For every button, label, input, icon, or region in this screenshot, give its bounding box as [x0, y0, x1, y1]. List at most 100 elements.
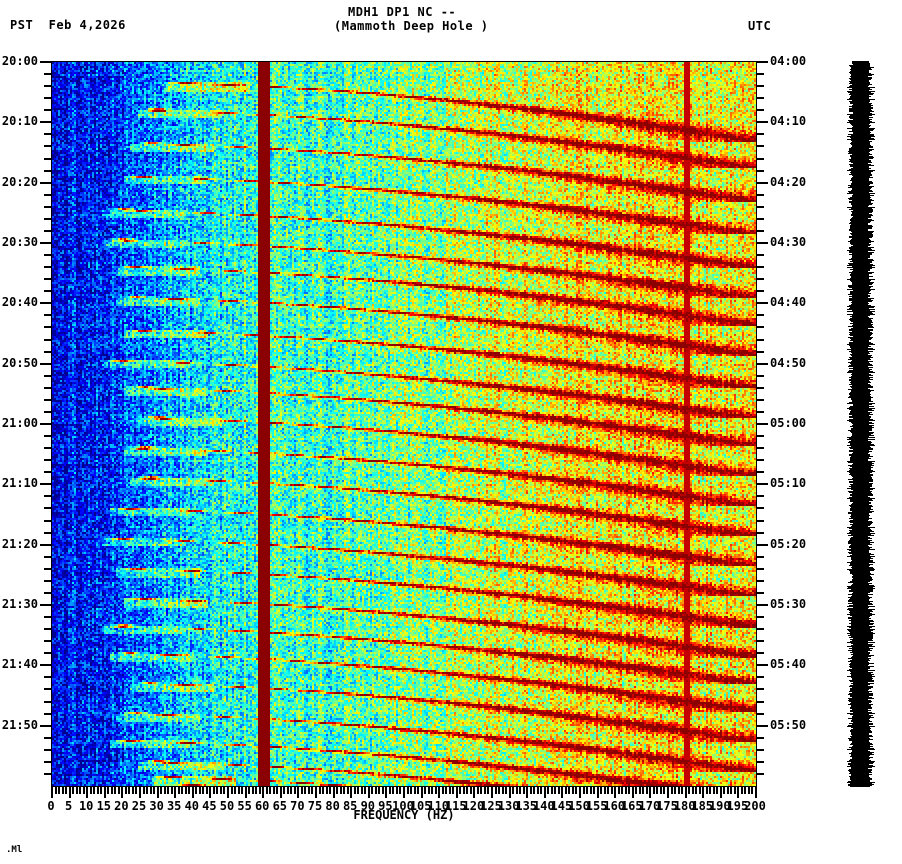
time-label-pst: 21:40 — [1, 657, 38, 672]
amplitude-trace-strip — [847, 61, 875, 787]
time-tick-major — [757, 423, 768, 425]
time-tick-minor — [757, 748, 764, 751]
frequency-tick-major — [262, 787, 265, 798]
frequency-tick-minor — [656, 787, 659, 794]
time-tick-minor — [44, 109, 51, 112]
time-label-utc: 05:50 — [770, 717, 807, 732]
frequency-tick-minor — [695, 787, 698, 794]
frequency-tick-minor — [300, 787, 303, 794]
time-tick-minor — [44, 652, 51, 655]
time-label-pst: 20:20 — [1, 174, 38, 189]
frequency-tick-minor — [219, 787, 222, 794]
frequency-tick-major — [367, 787, 370, 798]
frequency-tick-minor — [371, 787, 374, 794]
frequency-tick-minor — [167, 787, 170, 794]
frequency-label: 50 — [219, 799, 235, 813]
frequency-tick-minor — [311, 787, 314, 794]
time-tick-minor — [757, 97, 764, 100]
frequency-tick-minor — [107, 787, 110, 794]
frequency-tick-minor — [265, 787, 268, 794]
spectrogram-plot-area[interactable] — [51, 61, 757, 787]
frequency-tick-major — [86, 787, 89, 798]
frequency-tick-minor — [188, 787, 191, 794]
frequency-label: 65 — [272, 799, 288, 813]
frequency-tick-minor — [712, 787, 715, 794]
time-tick-minor — [44, 85, 51, 88]
time-tick-minor — [757, 157, 764, 160]
frequency-tick-minor — [586, 787, 589, 794]
frequency-tick-major — [614, 787, 617, 798]
frequency-tick-minor — [417, 787, 420, 794]
frequency-label: 145 — [550, 799, 573, 813]
time-label-pst: 20:50 — [1, 355, 38, 370]
frequency-tick-major — [508, 787, 511, 798]
frequency-tick-minor — [645, 787, 648, 794]
frequency-label: 45 — [202, 799, 217, 813]
frequency-tick-minor — [716, 787, 719, 794]
time-label-utc: 05:00 — [770, 416, 807, 430]
frequency-axis-title: FREQUENCY (HZ) — [353, 808, 455, 822]
time-tick-minor — [757, 688, 764, 691]
time-tick-minor — [757, 73, 764, 76]
frequency-tick-minor — [554, 787, 557, 794]
time-tick-minor — [44, 229, 51, 232]
frequency-tick-minor — [547, 787, 550, 794]
frequency-tick-minor — [494, 787, 497, 794]
time-tick-minor — [44, 145, 51, 148]
time-tick-minor — [757, 495, 764, 498]
time-tick-minor — [757, 338, 764, 341]
time-label-utc: 04:10 — [770, 114, 807, 129]
time-tick-minor — [757, 736, 764, 739]
frequency-tick-major — [455, 787, 458, 798]
frequency-tick-minor — [75, 787, 78, 794]
frequency-tick-minor — [677, 787, 680, 794]
time-tick-minor — [757, 350, 764, 353]
time-tick-minor — [757, 133, 764, 136]
frequency-tick-minor — [691, 787, 694, 794]
frequency-tick-minor — [674, 787, 677, 794]
time-label-utc: 05:30 — [770, 597, 807, 611]
time-tick-minor — [757, 254, 764, 257]
frequency-label: 120 — [462, 799, 485, 813]
frequency-label: 140 — [532, 799, 555, 813]
frequency-tick-minor — [124, 787, 127, 794]
time-label-pst: 20:30 — [1, 235, 38, 249]
time-tick-minor — [757, 410, 764, 413]
frequency-tick-minor — [286, 787, 289, 794]
frequency-tick-minor — [399, 787, 402, 794]
frequency-label: 20 — [114, 799, 129, 813]
frequency-tick-minor — [681, 787, 684, 794]
time-tick-major — [40, 362, 51, 365]
frequency-tick-minor — [575, 787, 578, 794]
frequency-tick-major — [332, 787, 335, 798]
time-tick-minor — [44, 410, 51, 413]
frequency-tick-minor — [483, 787, 486, 794]
frequency-tick-minor — [642, 787, 645, 794]
frequency-tick-minor — [607, 787, 610, 794]
frequency-tick-minor — [146, 787, 149, 794]
frequency-tick-minor — [663, 787, 666, 794]
frequency-tick-minor — [276, 787, 279, 794]
frequency-label: 25 — [131, 799, 147, 813]
frequency-tick-minor — [512, 787, 515, 794]
frequency-tick-major — [684, 787, 687, 798]
frequency-label: 105 — [409, 799, 432, 813]
frequency-tick-minor — [505, 787, 508, 794]
time-tick-minor — [44, 266, 51, 269]
frequency-tick-minor — [652, 787, 655, 794]
frequency-tick-minor — [248, 787, 251, 794]
frequency-tick-minor — [304, 787, 307, 794]
time-tick-minor — [757, 531, 764, 534]
frequency-tick-minor — [501, 787, 504, 794]
frequency-tick-minor — [726, 787, 729, 794]
frequency-tick-major — [279, 787, 282, 798]
frequency-tick-minor — [522, 787, 525, 794]
time-label-pst: 21:30 — [1, 597, 38, 611]
time-tick-major — [757, 121, 768, 124]
frequency-tick-minor — [128, 787, 131, 794]
frequency-tick-major — [385, 787, 388, 798]
time-tick-minor — [757, 772, 764, 775]
frequency-label: 95 — [378, 799, 393, 813]
time-tick-minor — [44, 640, 51, 643]
frequency-tick-minor — [747, 787, 750, 794]
